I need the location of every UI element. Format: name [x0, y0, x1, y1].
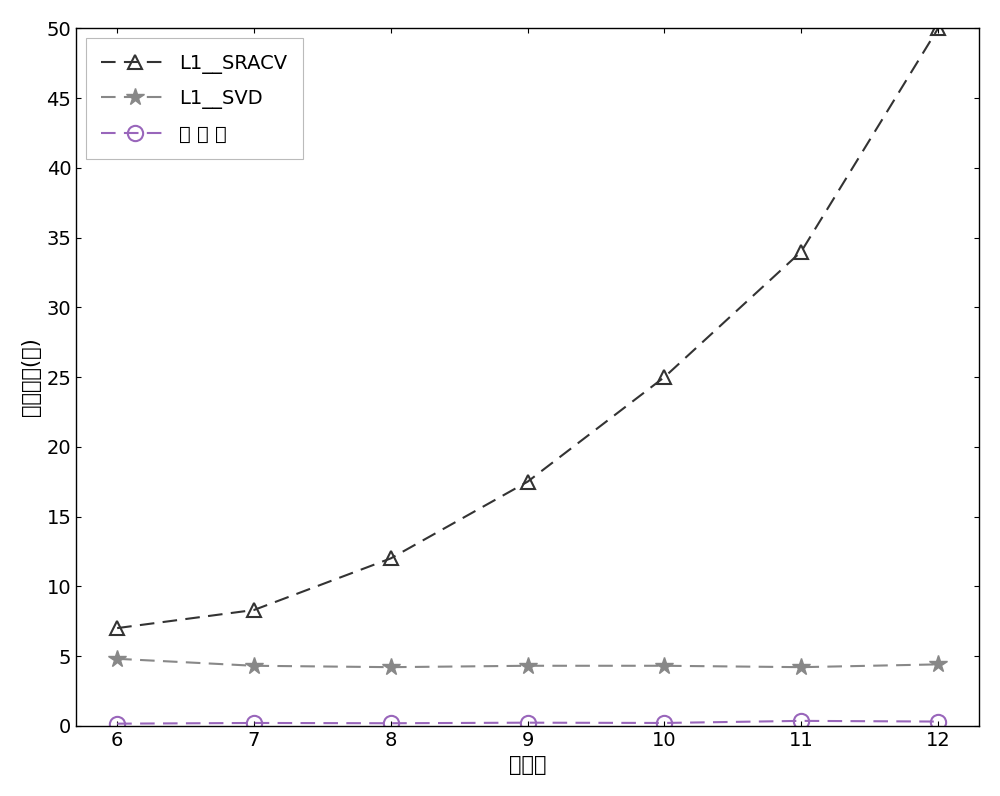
X-axis label: 阵元数: 阵元数 [509, 755, 546, 775]
本 发 明 [658, 718, 670, 728]
L1__SRACV [522, 477, 534, 486]
Line: 本 发 明: 本 发 明 [110, 713, 946, 732]
L1__SVD [385, 662, 397, 672]
Legend: L1__SRACV, L1__SVD, 本 发 明: L1__SRACV, L1__SVD, 本 发 明 [86, 38, 303, 159]
L1__SRACV [248, 605, 260, 615]
L1__SVD [658, 661, 670, 670]
Line: L1__SVD: L1__SVD [108, 650, 947, 676]
Line: L1__SRACV: L1__SRACV [110, 21, 945, 635]
L1__SVD [111, 654, 123, 664]
L1__SVD [522, 661, 534, 670]
本 发 明 [795, 716, 807, 726]
L1__SVD [248, 661, 260, 670]
L1__SRACV [932, 24, 944, 33]
本 发 明 [385, 719, 397, 728]
L1__SRACV [795, 247, 807, 256]
L1__SRACV [111, 623, 123, 633]
L1__SVD [795, 662, 807, 672]
L1__SRACV [658, 373, 670, 382]
本 发 明 [248, 718, 260, 728]
L1__SVD [932, 660, 944, 669]
L1__SRACV [385, 553, 397, 563]
Y-axis label: 运算时间(秒): 运算时间(秒) [21, 338, 41, 416]
本 发 明 [111, 719, 123, 728]
本 发 明 [932, 716, 944, 726]
本 发 明 [522, 718, 534, 728]
